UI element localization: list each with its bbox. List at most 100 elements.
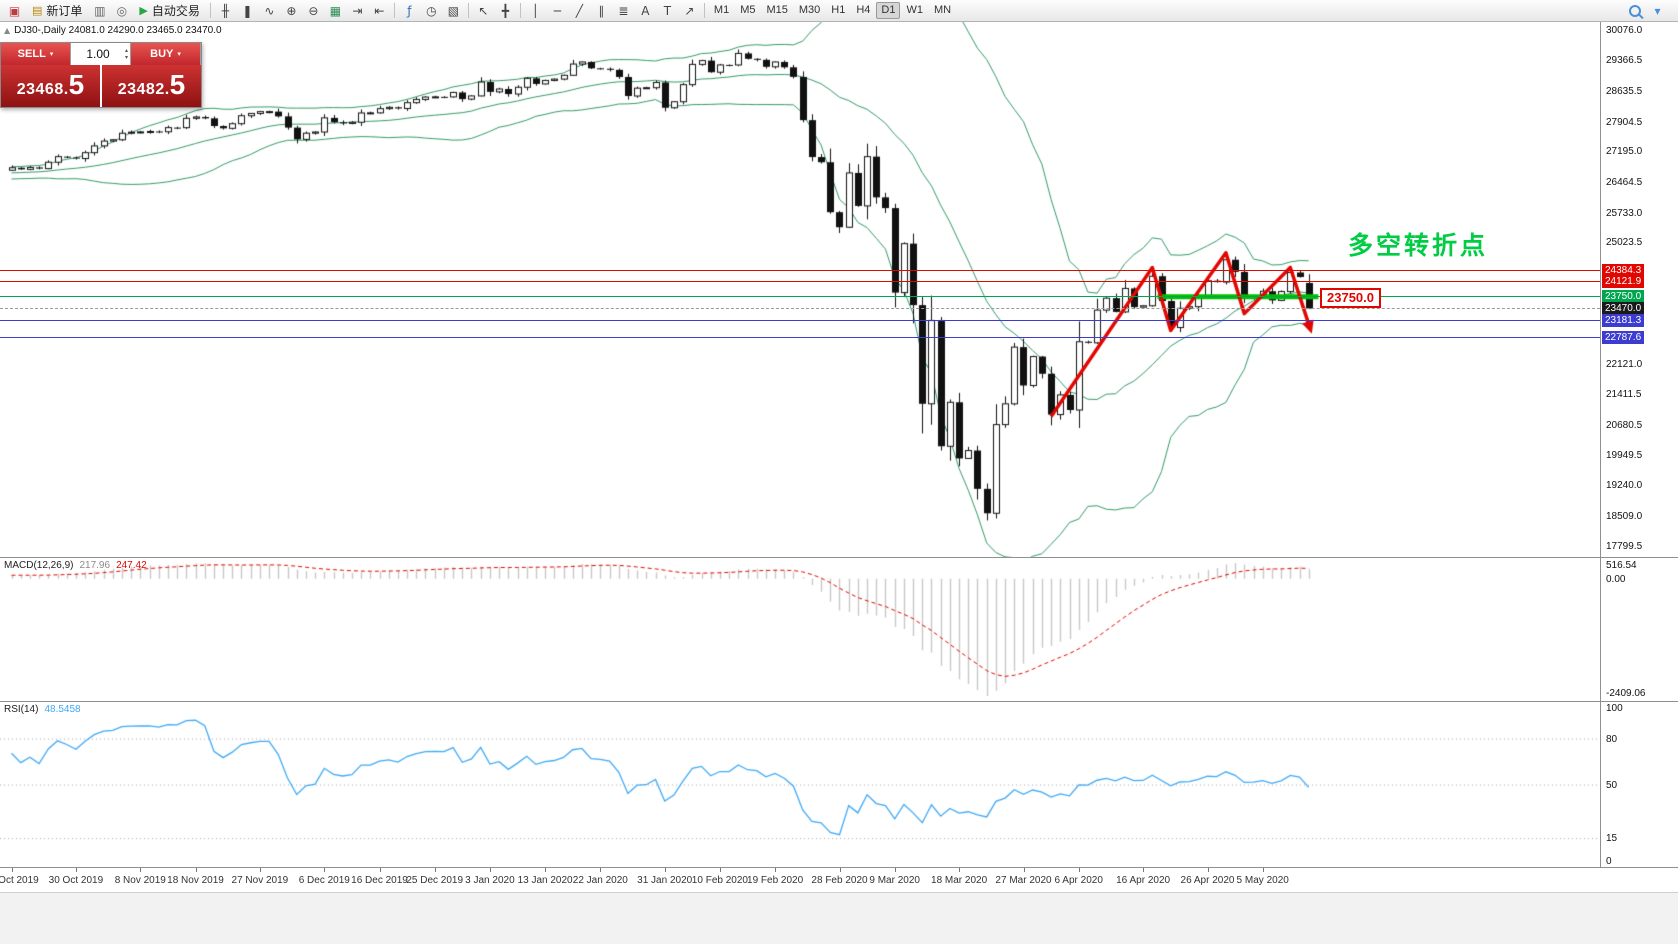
autotrading-button[interactable]: ▶ 自动交易 xyxy=(133,2,205,20)
volume-spinner[interactable]: ▴ ▾ xyxy=(125,43,130,65)
sound-icon[interactable]: ◎ xyxy=(111,2,132,20)
new-chart-icon[interactable]: ▣ xyxy=(4,2,25,20)
date-label: 6 Dec 2019 xyxy=(298,875,350,886)
sell-price-button[interactable]: 23468. 5 xyxy=(1,65,102,107)
timeframe-d1[interactable]: D1 xyxy=(876,2,901,19)
date-tick xyxy=(894,868,896,872)
new-order-button-icon: ▤ xyxy=(32,4,43,17)
macd-pane[interactable]: MACD(12,26,9) 217.96 247.42 xyxy=(0,558,1600,701)
macd-canvas[interactable] xyxy=(0,558,1600,701)
volume-input[interactable] xyxy=(71,43,125,65)
macd-label: MACD(12,26,9) 217.96 247.42 xyxy=(4,560,147,571)
search-icon[interactable] xyxy=(1629,4,1641,17)
templates-icon[interactable]: ▧ xyxy=(443,2,464,20)
rsi-canvas[interactable] xyxy=(0,702,1600,867)
timeframe-h4[interactable]: H4 xyxy=(851,2,875,19)
zoom-in-icon[interactable]: ⊕ xyxy=(281,2,302,20)
pane-separator[interactable] xyxy=(0,557,1678,558)
price-tag-23750.0: 23750.0 xyxy=(1602,290,1645,304)
sell-button[interactable]: SELL ▾ xyxy=(1,43,71,65)
y-axis-label: 20680.5 xyxy=(1606,419,1643,431)
price-pane[interactable]: ▲ DJ30-,Daily 24081.0 24290.0 23465.0 23… xyxy=(0,22,1600,557)
date-tick xyxy=(1023,868,1025,872)
macd-axis-label: 516.54 xyxy=(1606,560,1637,571)
chart-ohlc-label: ▲ DJ30-,Daily 24081.0 24290.0 23465.0 23… xyxy=(4,25,222,36)
horizontal-line-22787.6[interactable] xyxy=(0,336,1600,338)
buy-price-button[interactable]: 23482. 5 xyxy=(102,65,201,107)
y-axis-label: 21411.5 xyxy=(1606,388,1642,400)
date-tick xyxy=(545,868,547,872)
horizontal-line-icon[interactable]: ─ xyxy=(547,2,568,20)
date-label: 28 Feb 2020 xyxy=(811,875,868,886)
price-callout-23750[interactable]: 23750.0 xyxy=(1320,287,1381,308)
horizontal-line-24121.9[interactable] xyxy=(0,280,1600,282)
vertical-line-icon[interactable]: │ xyxy=(525,2,546,20)
profiles-icon[interactable]: ▥ xyxy=(89,2,110,20)
timeframe-m1[interactable]: M1 xyxy=(709,2,734,19)
y-axis-label: 19949.5 xyxy=(1606,450,1643,462)
rsi-axis-label: 100 xyxy=(1606,703,1623,714)
auto-scroll-icon[interactable]: ⇥ xyxy=(347,2,368,20)
rsi-pane[interactable]: RSI(14) 48.5458 xyxy=(0,702,1600,867)
spin-up-icon[interactable]: ▴ xyxy=(124,47,128,54)
date-tick xyxy=(775,868,777,872)
timeframe-h1[interactable]: H1 xyxy=(826,2,850,19)
bottom-spacer xyxy=(0,892,1678,944)
date-label: 10 Feb 2020 xyxy=(691,875,748,886)
text-label-icon[interactable]: T xyxy=(657,2,678,20)
horizontal-line-24384.3[interactable] xyxy=(0,269,1600,271)
y-axis-label: 26464.5 xyxy=(1606,176,1643,188)
date-tick xyxy=(664,868,666,872)
timeframe-w1[interactable]: W1 xyxy=(901,2,928,19)
date-tick xyxy=(75,868,77,872)
indicators-icon[interactable]: ƒ xyxy=(399,2,420,20)
date-tick xyxy=(959,868,961,872)
fibonacci-icon[interactable]: ≣ xyxy=(613,2,634,20)
equidistant-channel-icon[interactable]: ∥ xyxy=(591,2,612,20)
horizontal-line-23470.0[interactable] xyxy=(0,308,1600,310)
periods-icon[interactable]: ◷ xyxy=(421,2,442,20)
timeframe-m30[interactable]: M30 xyxy=(794,2,825,19)
y-axis-label: 25733.0 xyxy=(1606,207,1643,219)
horizontal-line-23750.0[interactable] xyxy=(0,296,1600,298)
bar-chart-mode-icon[interactable]: ╫ xyxy=(215,2,236,20)
quick-panel-icon[interactable]: ▾ xyxy=(1647,2,1668,20)
rsi-axis-label: 15 xyxy=(1606,833,1618,845)
timeframe-m5[interactable]: M5 xyxy=(735,2,760,19)
volume-box: ▴ ▾ xyxy=(71,43,131,65)
trendline-icon[interactable]: ╱ xyxy=(569,2,590,20)
y-axis-label: 28635.5 xyxy=(1606,85,1643,97)
candlestick-mode-icon[interactable]: ❚ xyxy=(237,2,258,20)
crosshair-icon[interactable]: ╋ xyxy=(495,2,516,20)
date-label: 16 Apr 2020 xyxy=(1116,875,1171,886)
tile-windows-icon[interactable]: ▦ xyxy=(325,2,346,20)
cursor-icon[interactable]: ↖ xyxy=(473,2,494,20)
buy-button[interactable]: BUY ▾ xyxy=(131,43,201,65)
date-label: 8 Nov 2019 xyxy=(114,875,166,886)
horizontal-line-23181.3[interactable] xyxy=(0,320,1600,322)
date-tick xyxy=(1143,868,1145,872)
date-tick xyxy=(324,868,326,872)
y-axis-label: 19240.0 xyxy=(1606,480,1643,492)
text-icon[interactable]: A xyxy=(635,2,656,20)
timeframe-mn[interactable]: MN xyxy=(929,2,956,19)
turning-point-annotation[interactable]: 多空转折点 xyxy=(1348,232,1489,260)
price-scale[interactable]: 30076.0 29366.5 28635.5 27904.5 27195.0 26464… xyxy=(1600,22,1678,867)
y-axis-label: 22121.0 xyxy=(1606,359,1643,371)
arrows-icon[interactable]: ↗ xyxy=(679,2,700,20)
timeframe-m15[interactable]: M15 xyxy=(761,2,792,19)
line-chart-mode-icon[interactable]: ∿ xyxy=(259,2,280,20)
new-order-button[interactable]: ▤ 新订单 xyxy=(26,2,88,20)
date-tick xyxy=(434,868,436,872)
rsi-axis-label: 50 xyxy=(1606,779,1618,791)
spin-down-icon[interactable]: ▾ xyxy=(124,54,128,61)
pane-separator[interactable] xyxy=(0,701,1678,702)
chart-shift-icon[interactable]: ⇤ xyxy=(369,2,390,20)
date-tick xyxy=(719,868,721,872)
date-label: 16 Dec 2019 xyxy=(351,875,408,886)
zoom-out-icon[interactable]: ⊖ xyxy=(303,2,324,20)
date-tick xyxy=(195,868,197,872)
date-label: 22 Jan 2020 xyxy=(572,875,628,886)
y-axis-label: 29366.5 xyxy=(1606,55,1643,67)
